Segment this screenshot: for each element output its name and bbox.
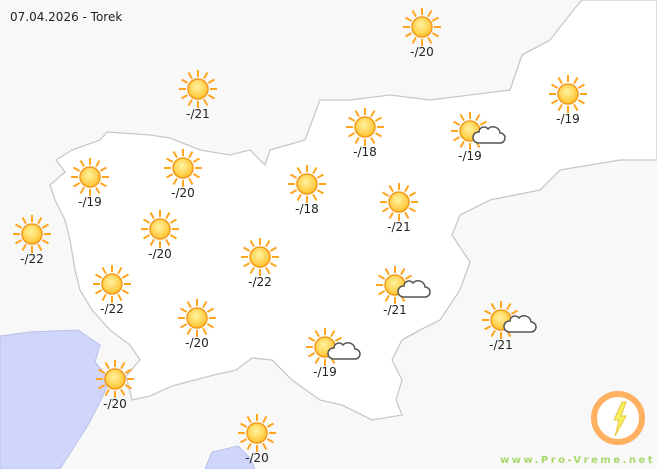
sun-icon <box>93 265 131 303</box>
temperature-label: -/21 <box>387 220 411 234</box>
weather-station: -/21 <box>369 182 429 234</box>
temperature-label: -/20 <box>171 186 195 200</box>
temperature-label: -/18 <box>295 202 319 216</box>
site-watermark: www.Pro-Vreme.net <box>500 455 656 466</box>
sun-icon <box>549 75 587 113</box>
sun-icon <box>346 108 384 146</box>
weather-station: -/19 <box>60 157 120 209</box>
temperature-label: -/21 <box>186 107 210 121</box>
sea-region-south <box>204 445 256 469</box>
weather-station: -/21 <box>365 265 431 317</box>
temperature-label: -/19 <box>313 365 337 379</box>
temperature-label: -/19 <box>458 149 482 163</box>
sun-icon <box>141 210 179 248</box>
temperature-label: -/19 <box>556 112 580 126</box>
temperature-label: -/21 <box>383 303 407 317</box>
weather-station: -/20 <box>85 359 145 411</box>
sun-icon <box>241 238 279 276</box>
weather-station: -/22 <box>82 264 142 316</box>
temperature-label: -/19 <box>78 195 102 209</box>
weather-station: -/22 <box>2 214 62 266</box>
weather-station: -/20 <box>153 148 213 200</box>
sun-icon <box>178 299 216 337</box>
sun-icon <box>403 8 441 46</box>
weather-station: -/19 <box>295 327 361 379</box>
sun-icon <box>288 165 326 203</box>
sun-icon <box>179 70 217 108</box>
temperature-label: -/22 <box>20 252 44 266</box>
weather-station: -/21 <box>471 300 537 352</box>
weather-station: -/18 <box>335 107 395 159</box>
weather-station: -/22 <box>230 237 290 289</box>
weather-station: -/19 <box>440 111 506 163</box>
sun-icon <box>164 149 202 187</box>
sun-icon <box>96 360 134 398</box>
weather-station: -/20 <box>392 7 452 59</box>
temperature-label: -/22 <box>248 275 272 289</box>
sun-cloud-icon <box>451 112 506 150</box>
temperature-label: -/22 <box>100 302 124 316</box>
temperature-label: -/20 <box>185 336 209 350</box>
weather-station: -/20 <box>130 209 190 261</box>
weather-station: -/18 <box>277 164 337 216</box>
date-label: 07.04.2026 - Torek <box>10 10 123 24</box>
sun-icon <box>238 414 276 452</box>
temperature-label: -/18 <box>353 145 377 159</box>
sun-cloud-icon <box>306 328 361 366</box>
weather-station: -/21 <box>168 69 228 121</box>
temperature-label: -/21 <box>489 338 513 352</box>
temperature-label: -/20 <box>103 397 127 411</box>
sun-icon <box>380 183 418 221</box>
logo <box>591 391 645 445</box>
temperature-label: -/20 <box>148 247 172 261</box>
sun-cloud-icon <box>376 266 431 304</box>
weather-station: -/20 <box>167 298 227 350</box>
sun-cloud-icon <box>482 301 537 339</box>
weather-station: -/20 <box>227 413 287 465</box>
weather-station: -/19 <box>538 74 598 126</box>
sun-icon <box>13 215 51 253</box>
sun-icon <box>71 158 109 196</box>
temperature-label: -/20 <box>245 451 269 465</box>
temperature-label: -/20 <box>410 45 434 59</box>
